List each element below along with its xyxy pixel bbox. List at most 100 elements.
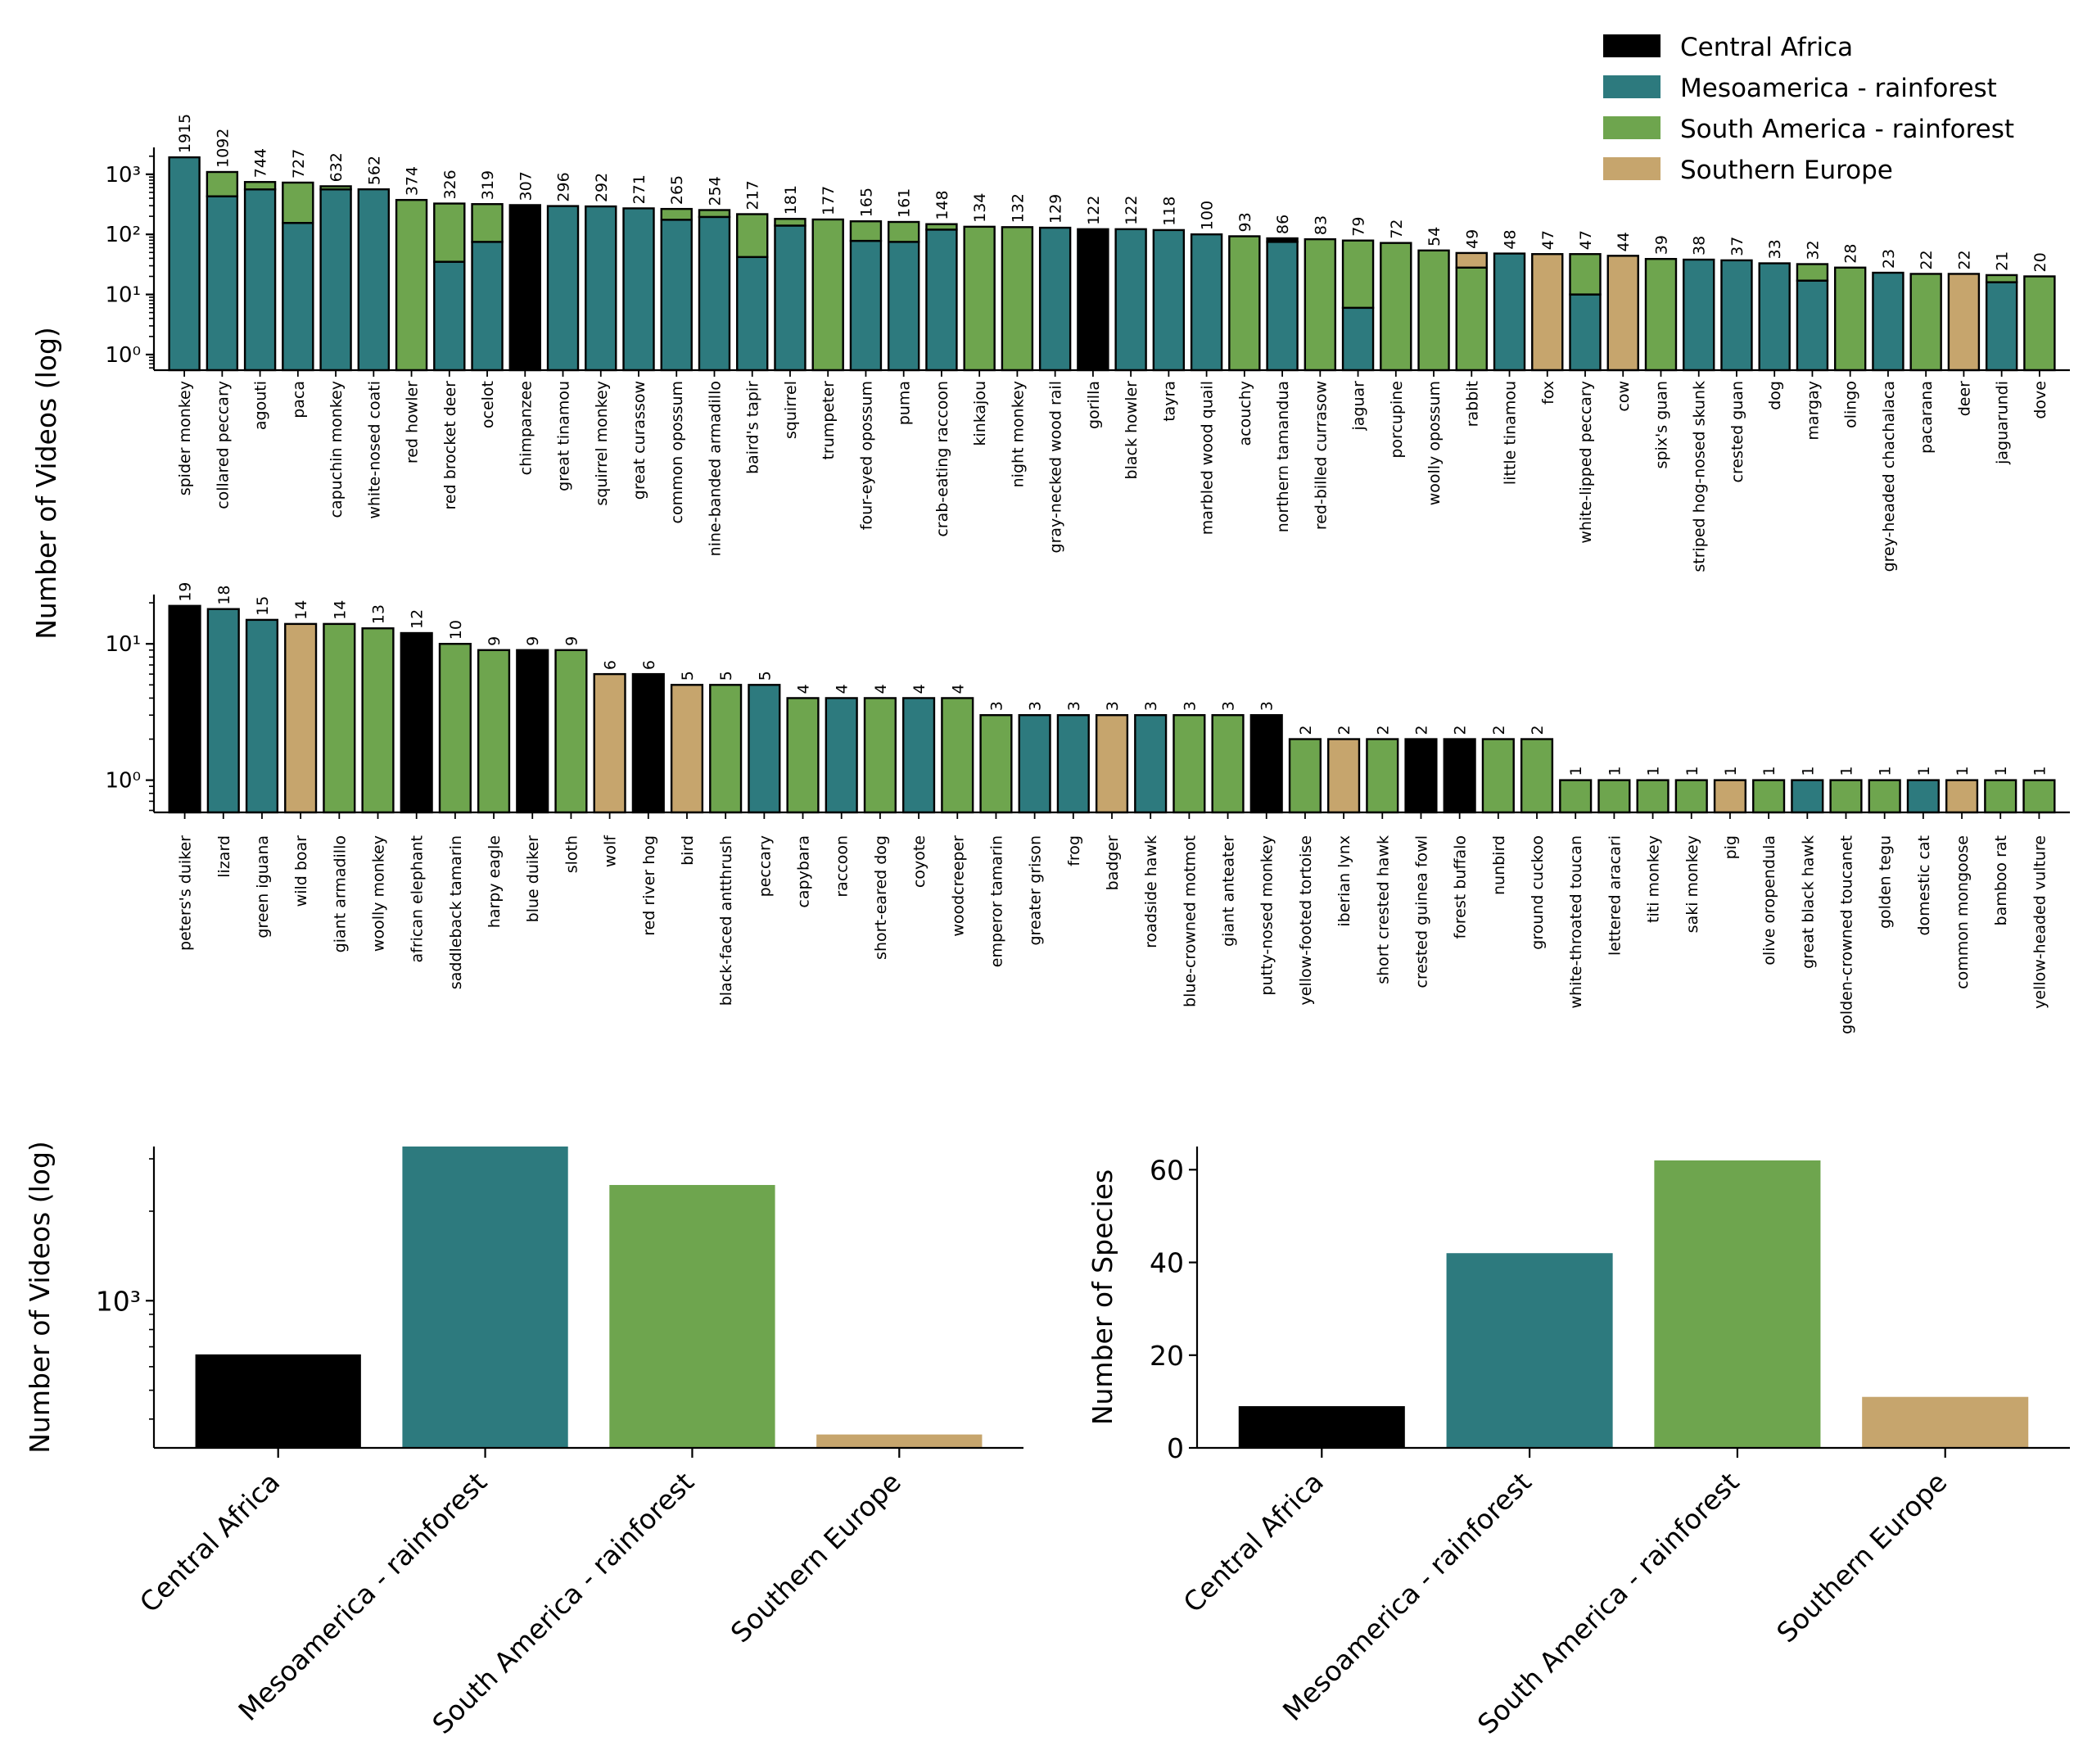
value-label: 12 bbox=[409, 609, 427, 629]
x-tick-label-white-throated-toucan: white-throated toucan bbox=[1567, 835, 1585, 1009]
x-tick-label-white-lipped-peccary: white-lipped peccary bbox=[1577, 381, 1595, 544]
x-tick-label-golden-tegu: golden tegu bbox=[1877, 835, 1895, 929]
value-label: 22 bbox=[1918, 250, 1936, 269]
x-tick-label-northern-tamandua: northern tamandua bbox=[1274, 381, 1292, 532]
value-label: 271 bbox=[630, 174, 648, 204]
x-tick-label-grey-headed-chachalaca: grey-headed chachalaca bbox=[1880, 381, 1898, 572]
x-tick-label-striped-hog-nosed-skunk: striped hog-nosed skunk bbox=[1691, 381, 1709, 572]
bar-saki-monkey-south-america-rainforest bbox=[1674, 779, 1708, 814]
x-tick-label-greater-grison: greater grison bbox=[1027, 835, 1045, 946]
value-label: 4 bbox=[834, 684, 852, 694]
bar-southern-europe bbox=[816, 1434, 983, 1448]
bar-lettered-aracari-south-america-rainforest bbox=[1597, 779, 1631, 814]
x-tick-label-central-africa: Central Africa bbox=[133, 1466, 287, 1619]
legend-label-southern-europe: Southern Europe bbox=[1680, 156, 1893, 185]
bar-chimpanzee-central-africa bbox=[508, 204, 541, 372]
y-tick-label: 10¹ bbox=[105, 632, 141, 657]
value-label: 5 bbox=[756, 671, 774, 681]
bar-yellow-footed-tortoise-south-america-rainforest bbox=[1288, 738, 1322, 814]
x-tick-label-common-mongoose: common mongoose bbox=[1954, 835, 1972, 989]
bar-nine-banded-armadillo-mesoamerica-rainforest bbox=[698, 215, 731, 372]
bar-red-brocket-deer-south-america-rainforest bbox=[433, 202, 466, 263]
x-tick-label-peccary: peccary bbox=[756, 835, 774, 897]
value-label: 9 bbox=[486, 636, 504, 646]
bar-wolf-southern-europe bbox=[593, 672, 626, 814]
value-label: 1 bbox=[1606, 767, 1624, 776]
value-label: 134 bbox=[971, 193, 989, 223]
x-tick-label-pacarana: pacarana bbox=[1918, 381, 1936, 454]
value-label: 1092 bbox=[214, 129, 232, 168]
value-label: 1 bbox=[1567, 767, 1585, 776]
y-tick-label: 40 bbox=[1150, 1247, 1184, 1279]
value-label: 4 bbox=[872, 684, 890, 694]
x-tick-label-pig: pig bbox=[1722, 835, 1740, 859]
value-label: 13 bbox=[370, 604, 388, 624]
bar-white-nosed-coati-mesoamerica-rainforest bbox=[357, 188, 391, 372]
x-tick-label-ground-cuckoo: ground cuckoo bbox=[1529, 835, 1547, 950]
x-tick-label-emperor-tamarin: emperor tamarin bbox=[987, 835, 1005, 967]
value-label: 632 bbox=[328, 152, 346, 182]
x-tick-label-baird-s-tapir: baird's tapir bbox=[744, 381, 762, 474]
bar-mesoamerica-rainforest bbox=[1446, 1253, 1613, 1448]
value-label: 254 bbox=[706, 176, 724, 206]
x-tick-label-ocelot: ocelot bbox=[479, 381, 497, 428]
bar-southern-europe bbox=[1862, 1396, 2029, 1448]
x-tick-label-yellow-footed-tortoise: yellow-footed tortoise bbox=[1297, 835, 1315, 1006]
bar-ocelot-mesoamerica-rainforest bbox=[471, 241, 504, 372]
value-label: 326 bbox=[441, 170, 459, 199]
x-tick-label-marbled-wood-quail: marbled wood quail bbox=[1199, 381, 1217, 535]
value-label: 727 bbox=[290, 149, 308, 179]
y-tick-label: 10³ bbox=[105, 163, 141, 188]
legend-swatch-southern-europe bbox=[1603, 157, 1661, 180]
x-tick-label-collared-peccary: collared peccary bbox=[214, 381, 232, 509]
x-tick-label-green-iguana: green iguana bbox=[254, 835, 272, 939]
bar-agouti-mesoamerica-rainforest bbox=[243, 188, 277, 372]
x-tick-label-woodcreeper: woodcreeper bbox=[949, 835, 967, 937]
x-tick-label-red-river-hog: red river hog bbox=[640, 835, 658, 936]
value-label: 48 bbox=[1502, 229, 1520, 249]
value-label: 2 bbox=[1374, 725, 1392, 735]
bar-baird-s-tapir-south-america-rainforest bbox=[736, 213, 769, 259]
bar-northern-tamandua-central-africa bbox=[1266, 237, 1299, 243]
species-ylabel: Number of Videos (log) bbox=[30, 327, 62, 640]
x-tick-label-southern-europe: Southern Europe bbox=[1770, 1466, 1953, 1649]
legend-swatch-mesoamerica bbox=[1603, 75, 1661, 98]
y-tick-label: 20 bbox=[1150, 1340, 1184, 1372]
value-label: 49 bbox=[1463, 229, 1481, 249]
value-label: 86 bbox=[1274, 215, 1292, 234]
x-tick-label-coyote: coyote bbox=[910, 835, 929, 888]
bar-golden-crowned-toucanet-south-america-rainforest bbox=[1829, 779, 1863, 814]
value-label: 1 bbox=[1837, 767, 1855, 776]
bar-putty-nosed-monkey-central-africa bbox=[1249, 714, 1283, 814]
bar-golden-tegu-south-america-rainforest bbox=[1868, 779, 1901, 814]
x-tick-label-fox: fox bbox=[1539, 381, 1557, 405]
bar-jaguar-south-america-rainforest bbox=[1341, 239, 1375, 310]
x-tick-label-jaguarundi: jaguarundi bbox=[1994, 381, 2012, 465]
x-tick-label-lettered-aracari: lettered aracari bbox=[1606, 835, 1624, 956]
bar-northern-tamandua-mesoamerica-rainforest bbox=[1266, 241, 1299, 372]
value-label: 28 bbox=[1842, 244, 1860, 264]
bar-peters-s-duiker-central-africa bbox=[168, 604, 201, 814]
value-label: 47 bbox=[1539, 230, 1557, 250]
x-tick-label-porcupine: porcupine bbox=[1388, 381, 1406, 459]
x-tick-label-deer: deer bbox=[1955, 381, 1973, 416]
bar-short-eared-dog-south-america-rainforest bbox=[863, 697, 897, 814]
value-label: 177 bbox=[820, 186, 838, 215]
bar-wild-boar-southern-europe bbox=[284, 622, 318, 814]
value-label: 9 bbox=[563, 636, 581, 646]
bar-common-opossum-mesoamerica-rainforest bbox=[660, 219, 693, 372]
bar-white-throated-toucan-south-america-rainforest bbox=[1559, 779, 1593, 814]
x-tick-label-yellow-headed-vulture: yellow-headed vulture bbox=[2031, 835, 2049, 1009]
x-tick-label-rabbit: rabbit bbox=[1463, 381, 1481, 427]
y-tick-label: 10² bbox=[105, 223, 141, 247]
bar-baird-s-tapir-mesoamerica-rainforest bbox=[736, 256, 769, 372]
value-label: 118 bbox=[1160, 197, 1178, 226]
value-label: 3 bbox=[1181, 701, 1199, 711]
value-label: 3 bbox=[1258, 701, 1276, 711]
bar-puma-mesoamerica-rainforest bbox=[887, 241, 920, 372]
value-label: 6 bbox=[640, 660, 658, 670]
y-tick-label: 0 bbox=[1167, 1432, 1184, 1464]
